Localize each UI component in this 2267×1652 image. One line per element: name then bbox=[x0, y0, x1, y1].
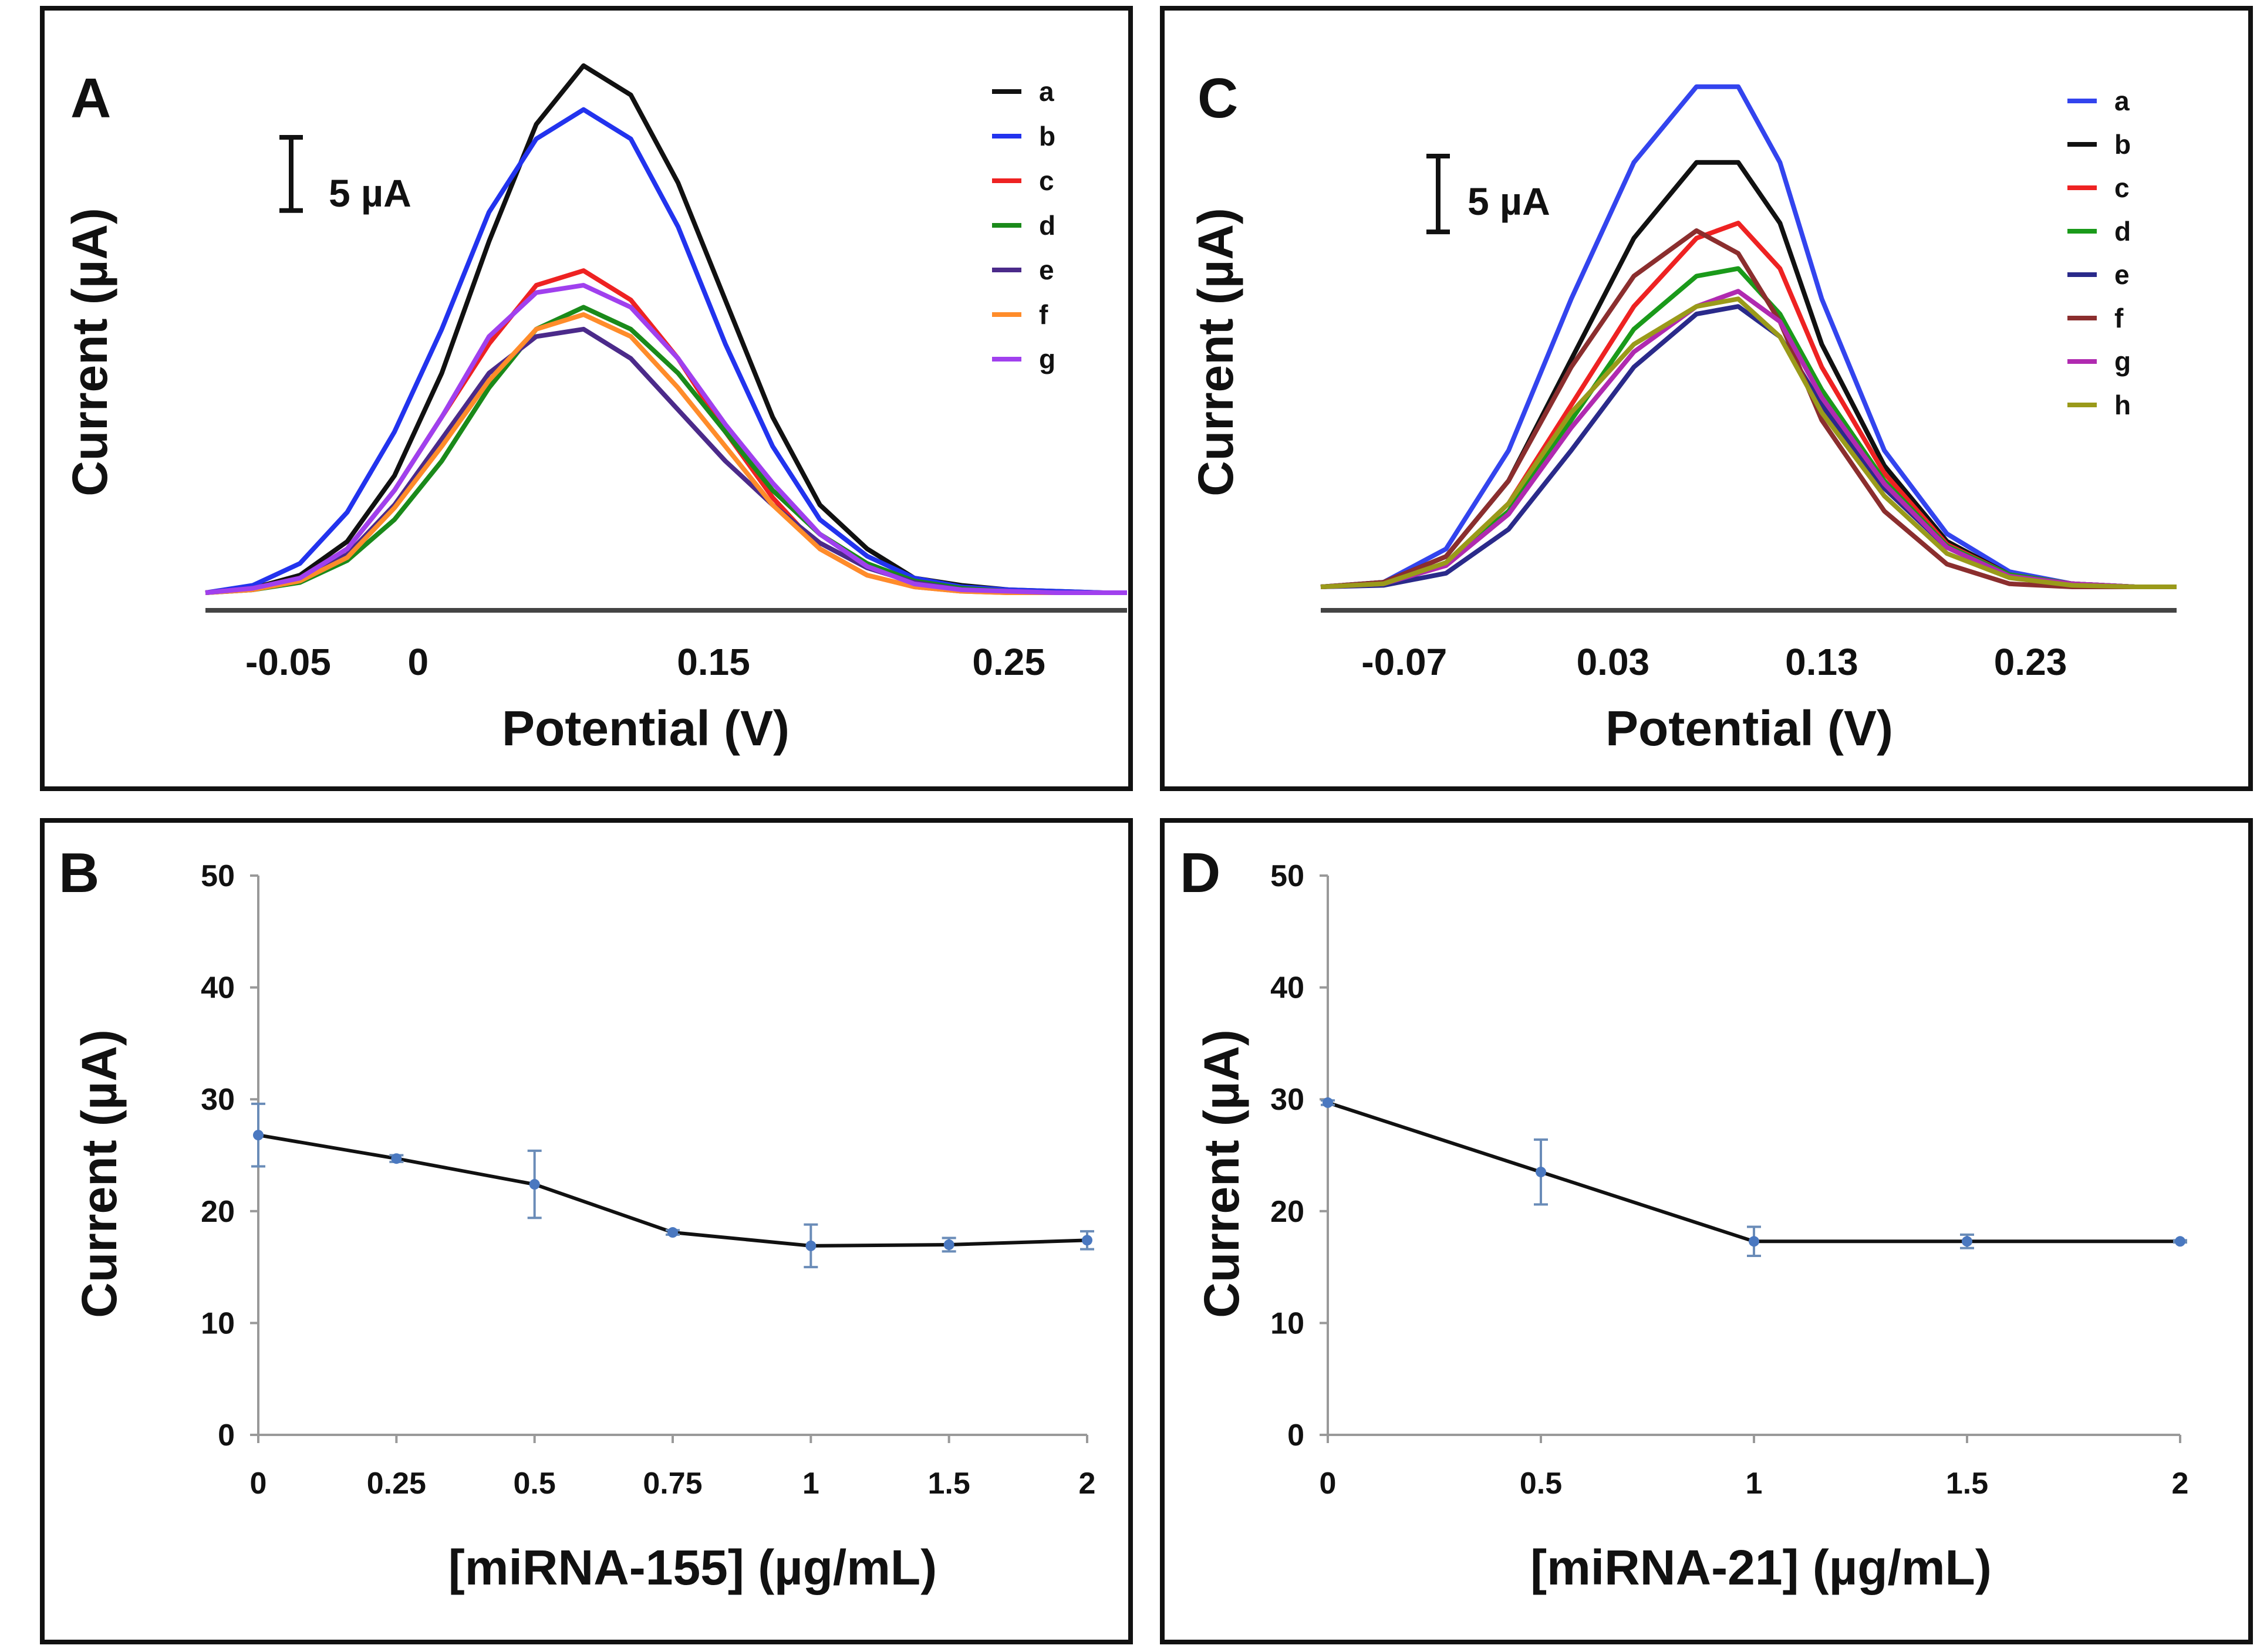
x-tick-label: -0.05 bbox=[245, 641, 331, 683]
panel-c-xticks: -0.07 0.03 0.13 0.23 bbox=[1361, 641, 2067, 683]
legend-label-g: g bbox=[2114, 346, 2131, 377]
x-tick-label: 0.03 bbox=[1577, 641, 1650, 683]
panel-b-series bbox=[251, 1102, 1094, 1269]
data-point bbox=[1536, 1167, 1546, 1178]
legend-label-g: g bbox=[1039, 344, 1055, 374]
y-tick-label: 30 bbox=[201, 1083, 235, 1117]
y-tick-label: 40 bbox=[201, 971, 235, 1005]
panel-b-yticks: 0 10 20 30 40 50 bbox=[201, 859, 258, 1452]
y-tick-label: 50 bbox=[201, 859, 235, 893]
panel-a-chart: -0.05 0 0.15 0.25 Potential (V) Current (µA… bbox=[62, 63, 1127, 756]
panel-c-scale-label: 5 µA bbox=[1468, 180, 1550, 223]
legend-label-a: a bbox=[2114, 86, 2130, 116]
x-tick-label: 1 bbox=[1746, 1467, 1763, 1501]
data-point bbox=[391, 1153, 402, 1164]
panel-c-frame bbox=[1160, 6, 2253, 791]
panel-a-scale-label: 5 µA bbox=[329, 171, 411, 215]
panel-c-xlabel: Potential (V) bbox=[1605, 701, 1893, 756]
y-tick-label: 0 bbox=[1287, 1418, 1304, 1452]
curve-g bbox=[205, 283, 1127, 595]
legend-label-e: e bbox=[1039, 255, 1054, 285]
x-tick-label: 0.5 bbox=[1520, 1467, 1562, 1501]
x-tick-label: 1.5 bbox=[928, 1467, 970, 1501]
panel-letter-c: C bbox=[1197, 67, 1238, 130]
x-tick-label: 0.5 bbox=[514, 1467, 556, 1501]
y-tick-label: 40 bbox=[1270, 971, 1304, 1005]
data-point bbox=[2175, 1236, 2185, 1247]
panel-c-ylabel: Current (µA) bbox=[1188, 208, 1243, 496]
y-tick-label: 20 bbox=[1270, 1195, 1304, 1229]
x-tick-label: 0 bbox=[408, 641, 429, 683]
panel-a-xlabel: Potential (V) bbox=[502, 701, 790, 756]
panel-d-xlabel: [miRNA-21] (µg/mL) bbox=[1530, 1540, 1992, 1595]
panel-letter-d: D bbox=[1180, 842, 1220, 904]
legend-label-c: c bbox=[1039, 165, 1054, 196]
data-point bbox=[943, 1239, 954, 1250]
legend-label-h: h bbox=[2114, 390, 2131, 420]
data-point bbox=[667, 1227, 678, 1238]
panel-c-scale-bar bbox=[1426, 154, 1450, 235]
panel-d-ylabel: Current (µA) bbox=[1194, 1029, 1249, 1318]
y-tick-label: 50 bbox=[1270, 859, 1304, 893]
data-point bbox=[1323, 1097, 1333, 1108]
x-tick-label: 2 bbox=[2172, 1467, 2189, 1501]
legend-label-e: e bbox=[2114, 259, 2130, 290]
x-tick-label: 0 bbox=[250, 1467, 267, 1501]
x-tick-label: 1.5 bbox=[1946, 1467, 1988, 1501]
panel-a-curves bbox=[205, 63, 1127, 595]
x-tick-label: 0 bbox=[1320, 1467, 1337, 1501]
x-tick-label: 0.25 bbox=[367, 1467, 426, 1501]
panel-letter-a: A bbox=[70, 67, 111, 130]
curve-h bbox=[1320, 296, 2177, 589]
panel-c-chart: -0.07 0.03 0.13 0.23 Potential (V) Current … bbox=[1188, 84, 2177, 756]
legend-label-b: b bbox=[1039, 121, 1055, 151]
panel-c-curves bbox=[1320, 84, 2177, 589]
panel-d-chart: 0 10 20 30 40 50 0 0.5 1 1.5 2 [miRNA-21] (µg/mL)… bbox=[1194, 859, 2188, 1595]
data-point bbox=[253, 1130, 264, 1141]
y-tick-label: 30 bbox=[1270, 1083, 1304, 1117]
data-point bbox=[529, 1179, 540, 1190]
x-tick-label: 0.25 bbox=[972, 641, 1045, 683]
panel-b-ylabel: Current (µA) bbox=[72, 1029, 127, 1318]
panel-a-ylabel: Current (µA) bbox=[62, 208, 117, 496]
panel-b-frame bbox=[40, 818, 1133, 1644]
panel-d-series bbox=[1321, 1097, 2187, 1258]
x-tick-label: 1 bbox=[802, 1467, 819, 1501]
panel-b-xticks: 0 0.25 0.5 0.75 1 1.5 2 bbox=[250, 1435, 1096, 1501]
curve-f bbox=[1320, 228, 2177, 589]
y-tick-label: 10 bbox=[201, 1306, 235, 1340]
legend-label-a: a bbox=[1039, 76, 1054, 107]
x-tick-label: 0.15 bbox=[677, 641, 750, 683]
legend-label-f: f bbox=[2114, 303, 2124, 333]
legend-label-f: f bbox=[1039, 299, 1048, 330]
panel-a-xticks: -0.05 0 0.15 0.25 bbox=[245, 641, 1045, 683]
data-point bbox=[1749, 1236, 1759, 1247]
panel-letter-b: B bbox=[59, 842, 99, 904]
panel-d-xticks: 0 0.5 1 1.5 2 bbox=[1320, 1435, 2189, 1501]
y-tick-label: 0 bbox=[218, 1418, 235, 1452]
panel-a-scale-bar bbox=[279, 135, 303, 213]
panel-d-yticks: 0 10 20 30 40 50 bbox=[1270, 859, 1328, 1452]
data-point bbox=[805, 1240, 817, 1251]
data-point bbox=[1082, 1235, 1092, 1246]
y-tick-label: 10 bbox=[1270, 1306, 1304, 1340]
data-point bbox=[1962, 1236, 1972, 1247]
x-tick-label: 2 bbox=[1079, 1467, 1096, 1501]
legend-label-d: d bbox=[2114, 216, 2131, 246]
x-tick-label: 0.75 bbox=[643, 1467, 702, 1501]
panel-d-frame bbox=[1160, 818, 2253, 1644]
y-tick-label: 20 bbox=[201, 1195, 235, 1229]
legend-label-d: d bbox=[1039, 210, 1055, 241]
legend-label-b: b bbox=[2114, 129, 2131, 160]
panel-b-xlabel: [miRNA-155] (µg/mL) bbox=[448, 1540, 937, 1595]
legend-label-c: c bbox=[2114, 173, 2130, 203]
x-tick-label: 0.23 bbox=[1994, 641, 2067, 683]
x-tick-label: -0.07 bbox=[1361, 641, 1447, 683]
panel-a-frame bbox=[40, 6, 1133, 791]
x-tick-label: 0.13 bbox=[1785, 641, 1858, 683]
panel-b-chart: 0 10 20 30 40 50 0 0.25 0.5 0.75 1 1.5 2 [miRNA-155… bbox=[72, 859, 1095, 1595]
